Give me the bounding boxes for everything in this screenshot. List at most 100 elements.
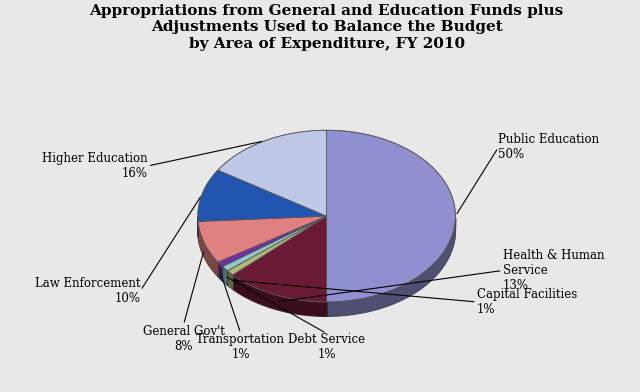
Polygon shape <box>222 267 227 281</box>
Polygon shape <box>222 267 227 276</box>
Polygon shape <box>233 275 326 304</box>
Polygon shape <box>227 271 233 277</box>
Polygon shape <box>198 221 218 263</box>
Polygon shape <box>227 271 233 279</box>
Polygon shape <box>233 216 326 302</box>
Polygon shape <box>198 221 218 276</box>
Polygon shape <box>233 275 326 315</box>
Polygon shape <box>326 218 455 306</box>
Polygon shape <box>222 267 227 284</box>
Text: Capital Facilities
1%: Capital Facilities 1% <box>477 288 577 316</box>
Polygon shape <box>233 275 326 308</box>
Polygon shape <box>233 275 326 312</box>
Polygon shape <box>218 262 222 280</box>
Polygon shape <box>227 271 233 281</box>
Polygon shape <box>218 262 222 267</box>
Polygon shape <box>198 216 326 262</box>
Polygon shape <box>218 262 222 279</box>
Polygon shape <box>198 221 218 265</box>
Polygon shape <box>233 275 326 309</box>
Polygon shape <box>222 216 326 271</box>
Polygon shape <box>198 221 218 270</box>
Polygon shape <box>233 275 326 316</box>
Polygon shape <box>222 267 227 279</box>
Polygon shape <box>198 221 218 276</box>
Polygon shape <box>227 271 233 287</box>
Polygon shape <box>227 271 233 278</box>
Polygon shape <box>218 216 326 267</box>
Polygon shape <box>222 267 227 273</box>
Polygon shape <box>227 271 233 288</box>
Polygon shape <box>326 218 455 308</box>
Polygon shape <box>218 262 222 271</box>
Polygon shape <box>218 262 222 269</box>
Polygon shape <box>198 221 218 268</box>
Text: Public Education
50%: Public Education 50% <box>499 133 600 162</box>
Polygon shape <box>233 275 326 314</box>
Polygon shape <box>227 271 233 289</box>
Polygon shape <box>326 218 455 307</box>
Text: Health & Human
Service
13%: Health & Human Service 13% <box>502 249 604 292</box>
Text: Higher Education
16%: Higher Education 16% <box>42 152 148 180</box>
Polygon shape <box>218 262 222 273</box>
Polygon shape <box>326 218 455 314</box>
Polygon shape <box>218 262 222 270</box>
Text: General Gov't
8%: General Gov't 8% <box>143 325 225 353</box>
Polygon shape <box>198 221 218 272</box>
Polygon shape <box>227 271 233 276</box>
Polygon shape <box>218 130 326 216</box>
Polygon shape <box>326 218 455 304</box>
Polygon shape <box>326 218 455 310</box>
Polygon shape <box>222 267 227 278</box>
Polygon shape <box>227 271 233 285</box>
Polygon shape <box>326 218 455 310</box>
Polygon shape <box>222 267 227 283</box>
Polygon shape <box>198 221 218 264</box>
Polygon shape <box>233 275 326 303</box>
Polygon shape <box>198 221 218 266</box>
Polygon shape <box>326 218 455 316</box>
Polygon shape <box>227 271 233 286</box>
Polygon shape <box>233 275 326 314</box>
Polygon shape <box>222 267 227 277</box>
Polygon shape <box>227 216 326 275</box>
Polygon shape <box>218 262 222 275</box>
Polygon shape <box>222 267 227 280</box>
Polygon shape <box>222 267 227 285</box>
Polygon shape <box>227 271 233 283</box>
Polygon shape <box>227 271 233 279</box>
Polygon shape <box>326 130 456 302</box>
Polygon shape <box>233 275 326 310</box>
Title: Appropriations from General and Education Funds plus
Adjustments Used to Balance: Appropriations from General and Educatio… <box>90 4 564 51</box>
Polygon shape <box>233 275 326 305</box>
Polygon shape <box>227 271 233 285</box>
Polygon shape <box>198 221 218 272</box>
Text: Law Enforcement
10%: Law Enforcement 10% <box>35 276 141 305</box>
Polygon shape <box>222 267 227 272</box>
Polygon shape <box>326 218 455 314</box>
Polygon shape <box>198 221 218 274</box>
Polygon shape <box>227 271 233 281</box>
Polygon shape <box>218 262 222 277</box>
Polygon shape <box>233 275 326 307</box>
Polygon shape <box>326 218 455 305</box>
Polygon shape <box>326 218 455 312</box>
Polygon shape <box>222 267 227 278</box>
Polygon shape <box>218 262 222 272</box>
Polygon shape <box>198 221 218 267</box>
Polygon shape <box>233 275 326 306</box>
Polygon shape <box>218 262 222 274</box>
Polygon shape <box>222 267 227 275</box>
Polygon shape <box>326 218 455 312</box>
Polygon shape <box>233 275 326 312</box>
Polygon shape <box>198 221 218 271</box>
Polygon shape <box>218 262 222 269</box>
Text: Transportation
1%: Transportation 1% <box>196 334 285 361</box>
Text: Debt Service
1%: Debt Service 1% <box>288 334 365 361</box>
Polygon shape <box>326 218 455 315</box>
Polygon shape <box>222 267 227 274</box>
Polygon shape <box>227 271 233 283</box>
Polygon shape <box>198 221 218 269</box>
Polygon shape <box>198 221 218 274</box>
Polygon shape <box>218 262 222 276</box>
